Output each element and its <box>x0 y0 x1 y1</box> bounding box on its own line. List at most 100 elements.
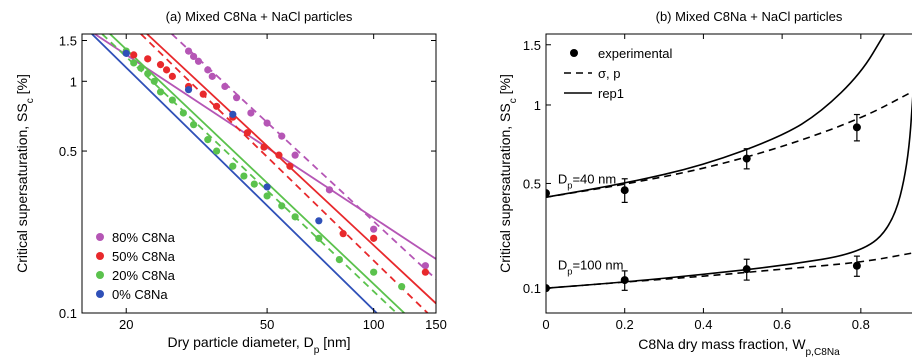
point-20-c8na-12 <box>240 172 248 180</box>
point-20-c8na-15 <box>278 202 286 210</box>
x-tick-label-b-0: 0 <box>542 317 549 332</box>
point-0-c8na-2 <box>229 110 237 118</box>
legend-marker-80-c8na <box>96 233 104 241</box>
y-tick-label-1: 1 <box>70 74 77 89</box>
point-50-c8na-2 <box>156 61 165 69</box>
experimental-point-6 <box>742 265 751 274</box>
point-50-c8na-3 <box>162 66 171 74</box>
y-axis-label: Critical supersaturation, SSc [%] <box>14 74 36 273</box>
fit-dashed-20-c8na <box>101 34 398 313</box>
point-20-c8na-18 <box>335 256 343 264</box>
legend-marker-20-c8na <box>96 271 104 279</box>
x-tick-label-b-2: 0.4 <box>694 317 712 332</box>
plot-area-b <box>546 34 912 293</box>
point-80-c8na-7 <box>247 109 255 117</box>
fit-solid-0-c8na <box>91 34 378 313</box>
point-80-c8na-3 <box>204 66 212 74</box>
plot-frame-b <box>545 33 912 314</box>
point-50-c8na-7 <box>212 102 221 110</box>
x-tick-label-b-1: 0.2 <box>616 317 634 332</box>
y-tick-label-1.5: 1.5 <box>59 33 77 48</box>
curve-rep1-100nm <box>546 96 912 289</box>
legend-label-rep1: rep1 <box>598 86 624 101</box>
legend-marker-50-c8na <box>96 252 104 260</box>
point-80-c8na-10 <box>291 151 299 159</box>
point-20-c8na-8 <box>190 121 198 129</box>
point-20-c8na-3 <box>144 69 152 78</box>
point-80-c8na-1 <box>190 52 198 61</box>
point-80-c8na-8 <box>263 119 271 127</box>
legend-label-80-c8na: 80% C8Na <box>112 230 176 245</box>
point-20-c8na-19 <box>370 268 378 276</box>
y-tick-label-b-2: 1 <box>534 98 541 113</box>
y-tick-label-b-1: 0.5 <box>523 176 541 191</box>
point-20-c8na-20 <box>398 282 406 291</box>
point-50-c8na-1 <box>144 55 152 63</box>
fit-dashed-50-c8na <box>140 34 429 313</box>
point-20-c8na-7 <box>179 109 187 117</box>
legend-label-sigma-p: σ, p <box>598 66 620 81</box>
point-20-c8na-6 <box>168 96 176 104</box>
y-tick-label-b-0: 0.1 <box>523 281 541 296</box>
point-50-c8na-14 <box>370 234 378 242</box>
point-80-c8na-11 <box>325 186 334 194</box>
point-80-c8na-6 <box>232 94 241 102</box>
x-tick-label-b-4: 0.8 <box>852 317 870 332</box>
point-20-c8na-1 <box>130 59 138 67</box>
x-tick-label-b-3: 0.6 <box>773 317 791 332</box>
plot-frame-a <box>81 33 437 314</box>
x-axis-label: Dry particle diameter, Dp [nm] <box>167 334 350 356</box>
point-50-c8na-0 <box>130 51 138 59</box>
chart-title-b: (b) Mixed C8Na + NaCl particles <box>656 9 843 24</box>
point-50-c8na-10 <box>260 143 268 151</box>
point-20-c8na-4 <box>150 77 158 85</box>
curve-rep1-40nm <box>546 34 886 199</box>
point-20-c8na-17 <box>315 234 323 242</box>
y-tick-label-0.5: 0.5 <box>59 144 77 159</box>
legend-label-50-c8na: 50% C8Na <box>112 249 176 264</box>
y-axis-label-b: Critical supersaturation, SSc [%] <box>497 74 519 273</box>
chart-b: (b) Mixed C8Na + NaCl particles 0 0.2 0.4 0.… <box>497 9 912 357</box>
point-20-c8na-14 <box>263 192 271 200</box>
point-50-c8na-15 <box>421 268 429 276</box>
fit-solid-20-c8na <box>109 34 405 313</box>
x-tick-label-100: 100 <box>363 317 385 332</box>
legend-marker-0-c8na <box>96 290 104 298</box>
experimental-point-3 <box>852 123 861 132</box>
legend-marker-experimental <box>570 49 578 57</box>
point-50-c8na-9 <box>243 129 252 137</box>
legend-label-experimental: experimental <box>598 46 673 61</box>
annotation-0: Dp=40 nm <box>558 172 616 191</box>
point-0-c8na-3 <box>263 183 271 191</box>
y-tick-label-0.1: 0.1 <box>59 306 77 321</box>
x-tick-label-20: 20 <box>119 317 133 332</box>
annotation-1: Dp=100 nm <box>558 258 624 277</box>
plot-area <box>91 34 436 313</box>
point-50-c8na-11 <box>275 151 283 159</box>
point-20-c8na-2 <box>137 64 145 72</box>
experimental-point-0 <box>546 189 550 198</box>
point-20-c8na-11 <box>229 162 237 170</box>
experimental-point-5 <box>620 276 629 285</box>
point-80-c8na-0 <box>184 47 193 55</box>
point-20-c8na-9 <box>204 136 212 144</box>
point-80-c8na-4 <box>208 72 216 80</box>
chart-title: (a) Mixed C8Na + NaCl particles <box>166 9 353 24</box>
point-0-c8na-4 <box>315 217 323 225</box>
point-0-c8na-1 <box>184 86 193 94</box>
x-tick-label-150: 150 <box>425 317 447 332</box>
legend-label-20-c8na: 20% C8Na <box>112 268 176 283</box>
point-80-c8na-5 <box>221 82 229 91</box>
point-50-c8na-13 <box>339 230 347 238</box>
experimental-point-7 <box>852 261 861 270</box>
point-20-c8na-5 <box>156 88 165 96</box>
point-80-c8na-9 <box>278 132 286 140</box>
fit-dashed-80-c8na <box>171 34 436 280</box>
y-tick-label-b-3: 1.5 <box>523 38 541 53</box>
point-50-c8na-12 <box>286 162 294 170</box>
point-50-c8na-4 <box>168 72 176 80</box>
point-50-c8na-6 <box>199 90 207 98</box>
point-80-c8na-2 <box>194 57 203 65</box>
